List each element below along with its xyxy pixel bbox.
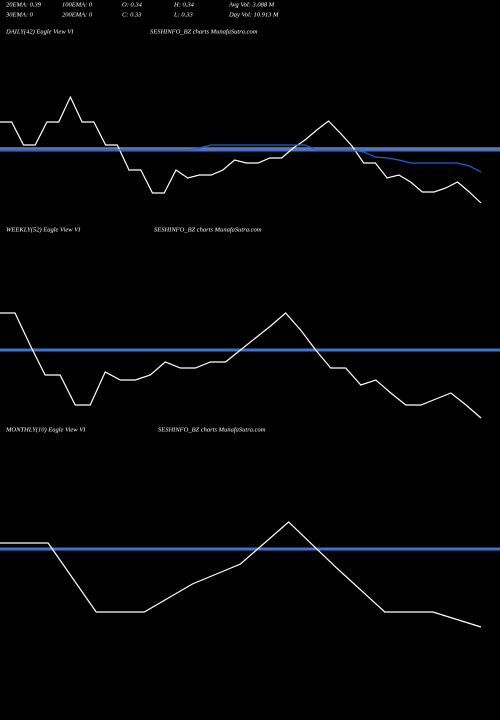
header-field: H: 0.34 (173, 1, 195, 8)
panel-subtitle: SESHINFO_BZ charts MunafaSutra.com (158, 426, 266, 433)
header-field: Avg Vol: 3.088 M (228, 1, 275, 8)
panel-subtitle: SESHINFO_BZ charts MunafaSutra.com (154, 226, 262, 233)
price-line (0, 144, 482, 173)
header-field: 200EMA: 0 (62, 11, 93, 18)
header-field: O: 0.34 (122, 1, 143, 8)
header-field: Day Vol: 10.913 M (228, 11, 279, 18)
price-line (0, 521, 482, 628)
header-field: 100EMA: 0 (62, 1, 93, 8)
header-field: L: 0.33 (173, 11, 194, 18)
header-field: 20EMA: 0.39 (6, 1, 42, 8)
price-line (0, 95, 482, 204)
header-field: 30EMA: 0 (5, 11, 34, 18)
panel-title: DAILY(42) Eagle View VI (5, 28, 74, 35)
header-field: C: 0.33 (122, 11, 142, 18)
panel-title: WEEKLY(52) Eagle View VI (6, 226, 81, 233)
price-line (0, 312, 482, 419)
panel-title: MONTHLY(10) Eagle View VI (5, 426, 86, 433)
panel-subtitle: SESHINFO_BZ charts MunafaSutra.com (150, 28, 258, 35)
